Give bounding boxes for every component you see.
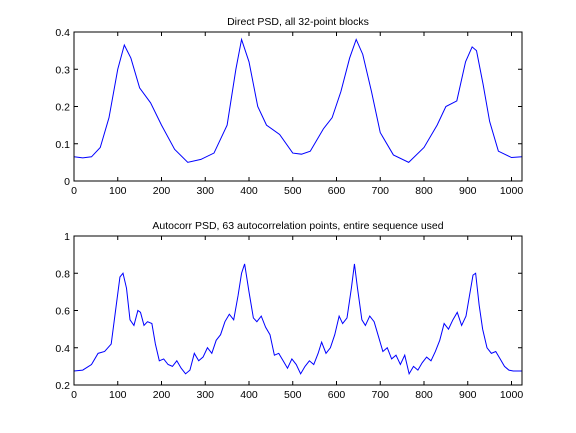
- x-tick-label: 300: [196, 185, 214, 197]
- x-tick-label: 100: [109, 185, 127, 197]
- y-tick-label: 0.3: [55, 64, 70, 76]
- x-tick-label: 500: [284, 389, 302, 401]
- x-tick-label: 100: [109, 389, 127, 401]
- x-tick-label: 400: [240, 389, 258, 401]
- x-tick-label: 400: [240, 185, 258, 197]
- chart-direct-psd: Direct PSD, all 32-point blocks 0 100 200 30…: [55, 16, 523, 197]
- y-tick-label: 0.1: [55, 139, 70, 151]
- x-tick-label: 600: [328, 389, 346, 401]
- y-tick-label: 0: [64, 176, 70, 188]
- chart-autocorr-psd: Autocorr PSD, 63 autocorrelation points,…: [55, 220, 523, 401]
- y-tick-label: 0.8: [55, 268, 70, 280]
- x-tick-label: 700: [371, 185, 389, 197]
- x-tick-label: 700: [371, 389, 389, 401]
- x-tick-label: 300: [196, 389, 214, 401]
- x-tick-label: 800: [415, 185, 433, 197]
- chart-title: Autocorr PSD, 63 autocorrelation points,…: [152, 220, 443, 232]
- x-tick-label: 0: [71, 185, 77, 197]
- y-tick-label: 0.4: [55, 27, 70, 39]
- x-tick-label: 900: [459, 389, 477, 401]
- series-line: [73, 37, 523, 163]
- y-tick-label: 0.2: [55, 102, 70, 114]
- x-tick-label: 500: [284, 185, 302, 197]
- y-tick-label: 1: [64, 231, 70, 243]
- x-tick-label: 1000: [500, 185, 524, 197]
- x-tick-label: 900: [459, 185, 477, 197]
- y-tick-label: 0.4: [55, 343, 70, 355]
- y-tick-label: 0.6: [55, 306, 70, 318]
- x-tick-label: 600: [328, 185, 346, 197]
- x-tick-label: 200: [153, 185, 171, 197]
- x-tick-label: 800: [415, 389, 433, 401]
- series-line: [73, 263, 522, 376]
- x-tick-label: 0: [71, 389, 77, 401]
- chart-title: Direct PSD, all 32-point blocks: [227, 16, 369, 28]
- x-tick-label: 200: [153, 389, 171, 401]
- y-tick-label: 0.2: [55, 380, 70, 392]
- x-tick-label: 1000: [500, 389, 524, 401]
